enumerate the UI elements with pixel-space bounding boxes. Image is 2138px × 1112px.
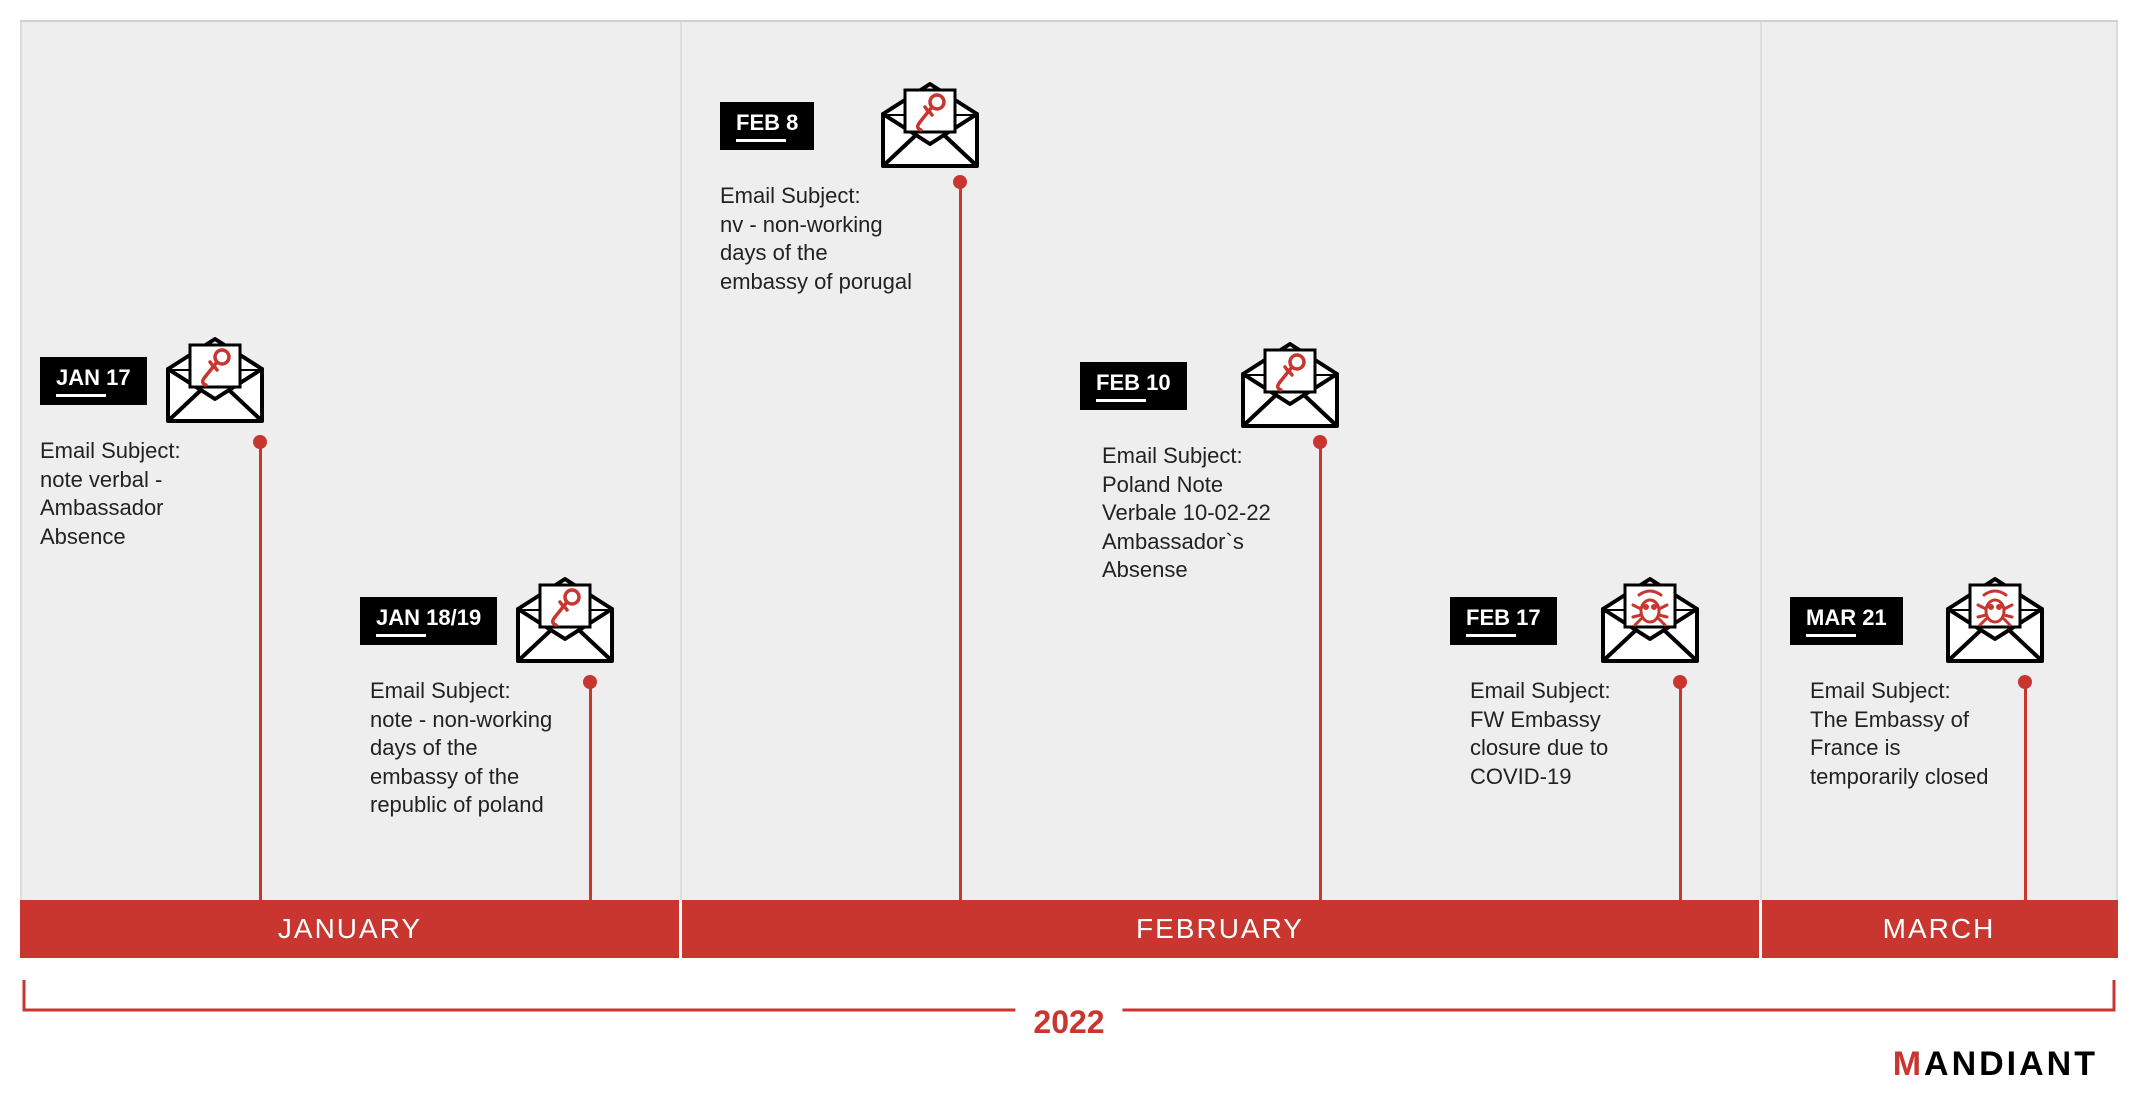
event-stem (959, 182, 962, 902)
brand-rest: ANDIANT (1924, 1045, 2098, 1083)
email-subject: Email Subject:note verbal - Ambassador A… (40, 437, 240, 551)
subject-prefix: Email Subject: (1470, 677, 1670, 706)
event-stem (1319, 442, 1322, 902)
event-dot (1673, 675, 1687, 689)
email-subject: Email Subject:nv - non-working days of t… (720, 182, 920, 296)
gridline (2116, 22, 2118, 902)
event-stem (589, 682, 592, 902)
gridline (680, 22, 682, 902)
event-stem (1679, 682, 1682, 902)
subject-prefix: Email Subject: (370, 677, 570, 706)
date-badge: FEB 8 (720, 102, 814, 150)
month-divider (1759, 900, 1762, 958)
month-label: JANUARY (20, 900, 680, 958)
envelope-bug-icon (1940, 567, 2050, 667)
month-label: FEBRUARY (680, 900, 1760, 958)
subject-text: The Embassy of France is temporarily clo… (1810, 706, 2010, 792)
subject-text: note - non-working days of the embassy o… (370, 706, 570, 820)
year-label: 2022 (1015, 1004, 1122, 1041)
subject-prefix: Email Subject: (40, 437, 240, 466)
date-badge: FEB 17 (1450, 597, 1557, 645)
date-badge: FEB 10 (1080, 362, 1187, 410)
subject-text: FW Embassy closure due to COVID-19 (1470, 706, 1670, 792)
subject-prefix: Email Subject: (1810, 677, 2010, 706)
month-band: JANUARYFEBRUARYMARCH (20, 900, 2118, 958)
date-badge: MAR 21 (1790, 597, 1903, 645)
subject-text: Poland Note Verbale 10-02-22 Ambassador`… (1102, 471, 1302, 585)
envelope-bug-icon (1595, 567, 1705, 667)
gridline (20, 22, 22, 902)
gridline (1760, 22, 1762, 902)
brand-logo: MANDIANT (1893, 1045, 2098, 1084)
envelope-microphone-icon (1235, 332, 1345, 432)
email-subject: Email Subject:Poland Note Verbale 10-02-… (1102, 442, 1302, 585)
month-divider (679, 900, 682, 958)
event-stem (259, 442, 262, 902)
email-subject: Email Subject:The Embassy of France is t… (1810, 677, 2010, 791)
subject-prefix: Email Subject: (1102, 442, 1302, 471)
event-dot (1313, 435, 1327, 449)
year-bracket: 2022 (20, 980, 2118, 1040)
brand-m: M (1893, 1045, 1924, 1083)
month-label: MARCH (1760, 900, 2118, 958)
event-dot (953, 175, 967, 189)
date-badge: JAN 18/19 (360, 597, 497, 645)
subject-text: nv - non-working days of the embassy of … (720, 211, 920, 297)
envelope-microphone-icon (875, 72, 985, 172)
date-badge: JAN 17 (40, 357, 147, 405)
subject-prefix: Email Subject: (720, 182, 920, 211)
event-stem (2024, 682, 2027, 902)
plot-area: JAN 17Email Subject:note verbal - Ambass… (20, 20, 2118, 900)
timeline-canvas: JAN 17Email Subject:note verbal - Ambass… (20, 20, 2118, 1092)
event-dot (583, 675, 597, 689)
email-subject: Email Subject:FW Embassy closure due to … (1470, 677, 1670, 791)
event-dot (2018, 675, 2032, 689)
subject-text: note verbal - Ambassador Absence (40, 466, 240, 552)
email-subject: Email Subject:note - non-working days of… (370, 677, 570, 820)
envelope-microphone-icon (510, 567, 620, 667)
envelope-microphone-icon (160, 327, 270, 427)
event-dot (253, 435, 267, 449)
